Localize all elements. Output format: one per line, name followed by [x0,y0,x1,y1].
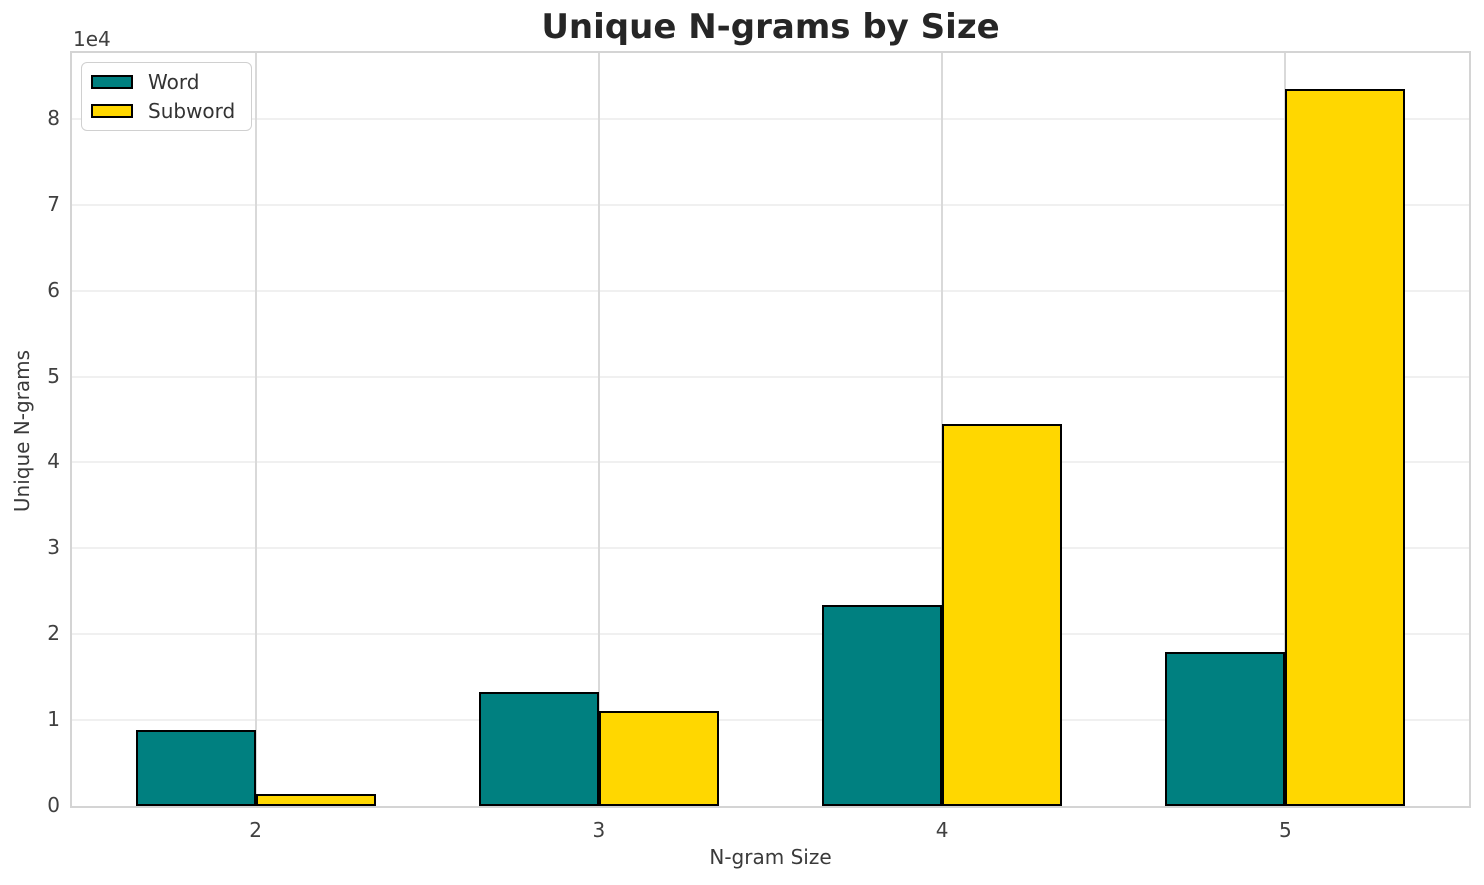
bar-subword-2 [255,793,376,806]
bars-layer [72,53,1469,806]
bar-subword-5 [1285,88,1406,806]
bar-word-4 [821,605,943,806]
bar-subword-4 [942,423,1063,806]
gridline-horizontal [72,461,1469,464]
bar-word-5 [1165,652,1286,806]
bar-subword-3 [598,710,719,806]
x-tick-label: 3 [592,818,606,842]
y-tick-label: 8 [47,105,60,130]
y-tick-label: 5 [47,363,60,388]
y-tick-label: 4 [47,449,60,474]
legend-label: Subword [148,99,236,123]
gridline-horizontal [72,633,1469,636]
y-axis-offset-label: 1e4 [73,27,111,51]
gridline-horizontal [72,203,1469,206]
x-axis-label: N-gram Size [709,845,832,869]
legend-item-subword: Subword [91,100,235,122]
gridline-vertical [597,53,600,806]
gridline-horizontal [72,719,1469,722]
y-tick-label: 1 [47,707,60,732]
y-tick-label: 7 [47,191,60,216]
legend-item-word: Word [91,71,235,93]
x-tick-label: 2 [249,818,262,842]
plot-area: Word Subword [70,51,1471,808]
y-tick-label: 6 [47,277,60,302]
gridline-horizontal [72,375,1469,378]
legend-swatch-subword [91,104,133,118]
y-tick-label: 0 [47,793,60,817]
legend-swatch-word [91,75,133,89]
y-tick-label: 2 [47,621,60,646]
x-tick-label: 5 [1278,818,1292,842]
legend-label: Word [148,70,200,94]
x-tick-label: 4 [935,818,949,842]
gridline-horizontal [72,289,1469,292]
chart-title: Unique N-grams by Size [541,7,1000,47]
bar-word-2 [135,730,256,806]
gridline-horizontal [72,117,1469,120]
legend: Word Subword [81,62,253,131]
gridline-vertical [254,53,257,806]
gridline-horizontal [72,547,1469,550]
y-axis-label: Unique N-grams [10,349,34,513]
y-tick-label: 3 [47,535,60,560]
bar-word-3 [478,691,599,806]
